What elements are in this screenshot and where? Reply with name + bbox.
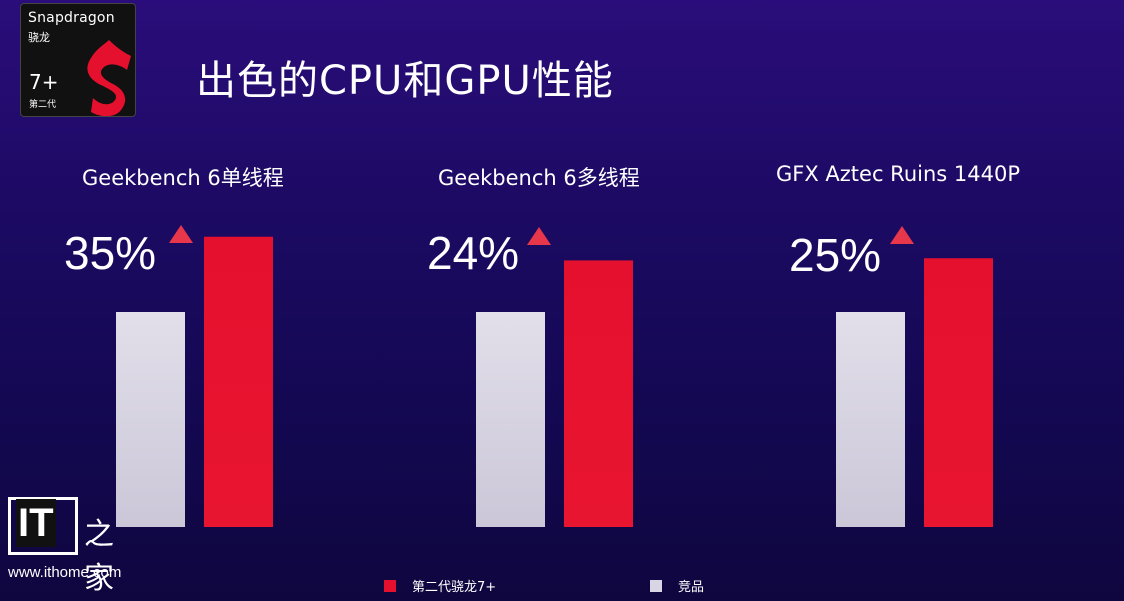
- chart-2-increase-arrow-icon: [527, 227, 551, 245]
- logo-generation: 第二代: [29, 100, 57, 110]
- logo-brand-cn: 骁龙: [28, 31, 50, 44]
- logo-brand: Snapdragon: [28, 10, 115, 26]
- chart-3-title: GFX Aztec Ruins 1440P: [776, 162, 1021, 186]
- chart-2-annotation: 24%: [427, 227, 520, 279]
- legend-label-snapdragon: 第二代骁龙7+: [412, 580, 497, 595]
- snapdragon-bar-2: [564, 260, 633, 527]
- legend-swatch-snapdragon: [384, 580, 396, 592]
- page-title: 出色的CPU和GPU性能: [196, 58, 614, 104]
- legend-swatch-competitor: [650, 580, 662, 592]
- watermark-logo-cn: 之家: [84, 517, 114, 596]
- snapdragon-logo: Snapdragon 骁龙 7+ 第二代: [20, 3, 136, 117]
- snapdragon-bar-1: [204, 236, 273, 527]
- chart-3-annotation: 25%: [789, 229, 882, 281]
- competitor-bar-1: [116, 312, 185, 527]
- competitor-bar-2: [476, 312, 545, 527]
- chart-2-title: Geekbench 6多线程: [438, 166, 640, 190]
- watermark-logo-text: IT: [16, 499, 56, 547]
- snapdragon-bar-3: [924, 258, 993, 527]
- snapdragon-mark-icon: [87, 40, 131, 116]
- chart-1-annotation: 35%: [64, 227, 157, 279]
- watermark-frame: [8, 497, 78, 555]
- legend-item-competitor: 竞品: [650, 576, 704, 595]
- logo-tier: 7+: [29, 70, 59, 94]
- watermark-url: www.ithome.com: [8, 564, 122, 581]
- legend-item-snapdragon: 第二代骁龙7+: [384, 576, 496, 595]
- chart-1-increase-arrow-icon: [169, 225, 193, 243]
- competitor-bar-3: [836, 312, 905, 527]
- chart-1-title: Geekbench 6单线程: [82, 166, 284, 190]
- legend-label-competitor: 竞品: [678, 580, 705, 595]
- chart-3-increase-arrow-icon: [890, 226, 914, 244]
